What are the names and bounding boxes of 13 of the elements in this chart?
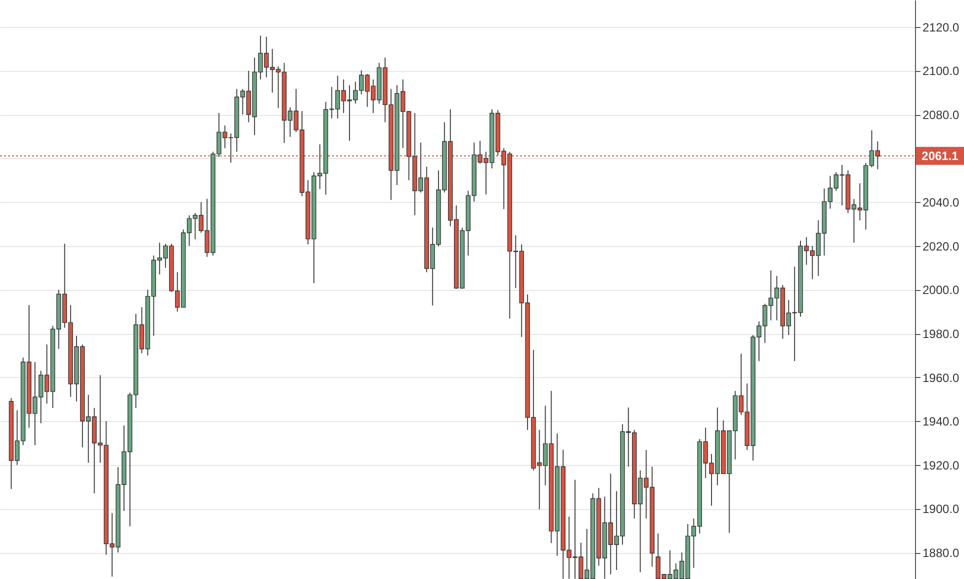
y-tick-label: 1920.0 <box>922 458 960 472</box>
y-tick-label: 1960.0 <box>922 370 960 385</box>
ref-line-label: 2061.1 <box>922 148 959 163</box>
y-tick-label: 2080.0 <box>922 108 960 122</box>
y-tick-label: 2040.0 <box>922 196 960 210</box>
y-tick-label: 2000.0 <box>922 283 960 298</box>
y-tick-label: 2020.0 <box>922 239 960 254</box>
y-tick-label: 1880.0 <box>922 546 960 560</box>
y-tick-label: 1900.0 <box>922 502 960 516</box>
y-tick-label: 1940.0 <box>922 414 960 429</box>
y-tick-label: 2120.0 <box>922 20 960 34</box>
y-tick-label: 2100.0 <box>922 64 960 78</box>
y-tick-label: 1980.0 <box>922 327 960 342</box>
